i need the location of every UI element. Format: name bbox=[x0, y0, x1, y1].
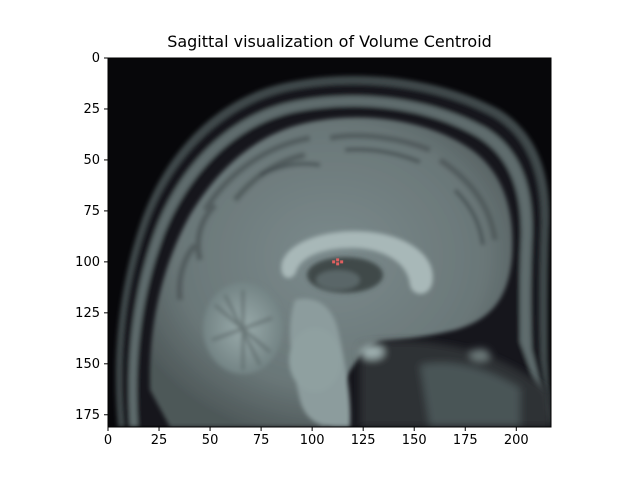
x-tick-label: 125 bbox=[351, 433, 376, 448]
y-tick-label: 0 bbox=[92, 51, 100, 66]
x-tick-label: 50 bbox=[202, 433, 219, 448]
y-tick-label: 150 bbox=[75, 357, 100, 372]
x-tick-label: 25 bbox=[151, 433, 168, 448]
axes-frame bbox=[107, 57, 552, 428]
y-tick-label: 75 bbox=[83, 204, 100, 219]
x-tick-label: 100 bbox=[300, 433, 325, 448]
x-tick-label: 175 bbox=[453, 433, 478, 448]
figure-title: Sagittal visualization of Volume Centroi… bbox=[167, 32, 492, 51]
x-axis: 0 25 50 75 100 125 150 175 200 bbox=[104, 427, 529, 448]
y-tick-label: 100 bbox=[75, 255, 100, 270]
y-axis: 0 25 50 75 100 125 150 175 bbox=[75, 51, 108, 423]
y-tick-label: 25 bbox=[83, 102, 100, 117]
x-tick-label: 75 bbox=[253, 433, 270, 448]
y-tick-label: 125 bbox=[75, 306, 100, 321]
y-tick-label: 175 bbox=[75, 408, 100, 423]
x-tick-label: 150 bbox=[402, 433, 427, 448]
x-tick-label: 0 bbox=[104, 433, 112, 448]
y-tick-label: 50 bbox=[83, 153, 100, 168]
centroid-marker bbox=[332, 258, 344, 266]
mri-image bbox=[108, 58, 551, 427]
x-tick-label: 200 bbox=[504, 433, 529, 448]
